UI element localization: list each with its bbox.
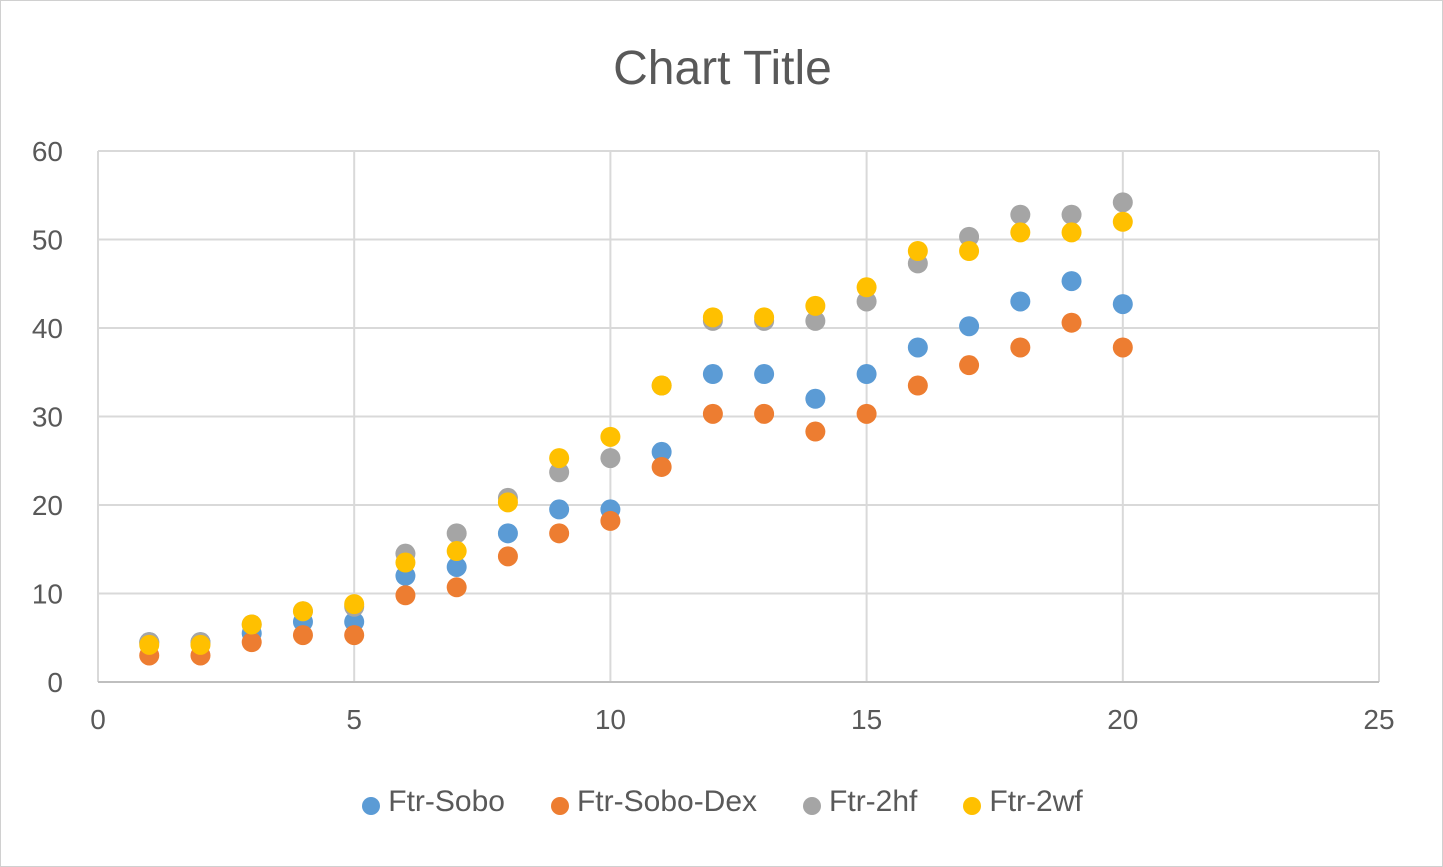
data-point bbox=[600, 426, 621, 447]
data-point bbox=[1112, 192, 1133, 213]
data-point bbox=[856, 403, 877, 424]
data-point bbox=[1010, 337, 1031, 358]
x-tick-label: 5 bbox=[346, 704, 362, 735]
data-point bbox=[907, 375, 928, 396]
legend-label: Ftr-2hf bbox=[829, 785, 918, 818]
data-point bbox=[1112, 294, 1133, 315]
data-point bbox=[805, 388, 826, 409]
data-point bbox=[702, 307, 723, 328]
legend-label: Ftr-2wf bbox=[989, 785, 1083, 818]
y-tick-label: 20 bbox=[32, 490, 63, 521]
legend-marker bbox=[550, 797, 569, 815]
y-tick-label: 0 bbox=[47, 667, 63, 698]
x-tick-label: 15 bbox=[851, 704, 882, 735]
y-tick-label: 60 bbox=[32, 136, 63, 167]
y-tick-label: 50 bbox=[32, 225, 63, 256]
legend-marker bbox=[803, 797, 822, 815]
data-point bbox=[549, 462, 570, 483]
x-tick-label: 20 bbox=[1107, 704, 1138, 735]
data-point bbox=[241, 614, 262, 635]
legend-item: Ftr-2hf bbox=[803, 785, 917, 819]
legend-label: Ftr-Sobo-Dex bbox=[576, 785, 758, 818]
data-point bbox=[446, 556, 467, 577]
data-point bbox=[497, 492, 518, 513]
x-tick-label: 10 bbox=[595, 704, 626, 735]
data-point bbox=[651, 375, 672, 396]
data-point bbox=[292, 625, 313, 646]
data-point bbox=[856, 277, 877, 298]
data-point bbox=[856, 364, 877, 385]
data-point bbox=[907, 337, 928, 358]
data-point bbox=[1061, 204, 1082, 225]
data-point bbox=[1061, 271, 1082, 292]
legend: Ftr-Sobo Ftr-Sobo-Dex Ftr-2hf Ftr-2wf bbox=[1, 785, 1443, 819]
data-point bbox=[446, 577, 467, 598]
data-point bbox=[702, 364, 723, 385]
data-point bbox=[754, 307, 775, 328]
legend-item: Ftr-Sobo bbox=[362, 785, 505, 819]
data-point bbox=[805, 421, 826, 442]
data-point bbox=[497, 523, 518, 544]
data-point bbox=[1010, 204, 1031, 225]
legend-marker bbox=[362, 797, 381, 815]
legend-item: Ftr-Sobo-Dex bbox=[550, 785, 758, 819]
data-point bbox=[959, 226, 980, 247]
legend-label: Ftr-Sobo bbox=[388, 785, 505, 818]
data-point bbox=[600, 448, 621, 469]
data-point bbox=[959, 316, 980, 337]
data-point bbox=[651, 441, 672, 462]
data-point bbox=[907, 241, 928, 262]
data-point bbox=[497, 546, 518, 567]
data-point bbox=[1061, 312, 1082, 333]
y-tick-label: 30 bbox=[32, 402, 63, 433]
data-point bbox=[1010, 222, 1031, 243]
data-point bbox=[856, 291, 877, 312]
data-point bbox=[241, 632, 262, 653]
data-point bbox=[1112, 211, 1133, 232]
data-point bbox=[959, 241, 980, 262]
data-point bbox=[549, 523, 570, 544]
legend-item: Ftr-2wf bbox=[963, 785, 1083, 819]
data-point bbox=[651, 456, 672, 477]
data-point bbox=[395, 552, 416, 573]
tick-labels: 0 5 10 15 20 25 0 10 20 30 40 50 60 bbox=[32, 136, 1395, 735]
gridlines bbox=[97, 150, 1380, 683]
data-point bbox=[805, 310, 826, 331]
data-point bbox=[446, 541, 467, 562]
chart-title: Chart Title bbox=[613, 42, 832, 95]
data-point bbox=[344, 625, 365, 646]
data-point bbox=[190, 634, 211, 655]
data-point bbox=[754, 403, 775, 424]
data-point bbox=[344, 594, 365, 615]
data-point bbox=[702, 403, 723, 424]
data-point bbox=[446, 523, 467, 544]
data-point bbox=[1112, 337, 1133, 358]
data-point bbox=[139, 634, 160, 655]
data-point bbox=[600, 510, 621, 531]
x-tick-label: 0 bbox=[90, 704, 106, 735]
y-tick-label: 10 bbox=[32, 579, 63, 610]
data-point bbox=[395, 585, 416, 606]
data-point bbox=[549, 499, 570, 520]
data-point bbox=[1061, 222, 1082, 243]
data-point bbox=[292, 601, 313, 622]
data-point bbox=[1010, 291, 1031, 312]
x-tick-label: 25 bbox=[1363, 704, 1394, 735]
data-point bbox=[959, 355, 980, 376]
legend-marker bbox=[963, 797, 982, 815]
y-tick-label: 40 bbox=[32, 313, 63, 344]
data-point bbox=[549, 448, 570, 469]
data-points bbox=[139, 192, 1133, 666]
data-point bbox=[805, 295, 826, 316]
data-point bbox=[754, 364, 775, 385]
